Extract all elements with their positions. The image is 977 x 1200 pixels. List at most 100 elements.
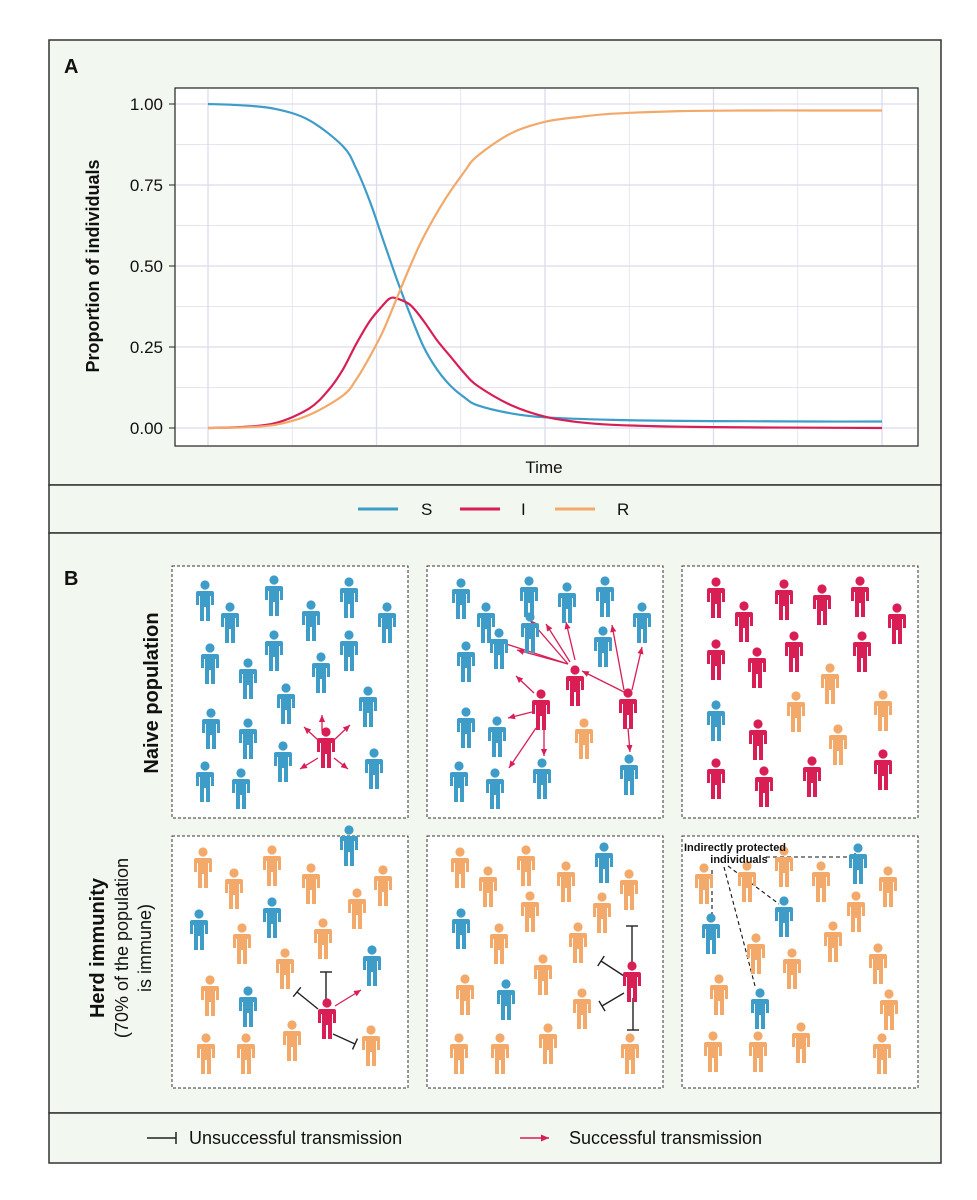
transmission-arrow: [610, 624, 625, 691]
legend-successful: Successful transmission: [520, 1128, 762, 1148]
blocked-transmission-bar: [351, 1038, 359, 1050]
person-icon-recovered: [812, 861, 830, 902]
person-icon-recovered: [276, 948, 294, 989]
person-icon-recovered: [621, 1033, 639, 1074]
y-tick-label: 0.00: [130, 419, 163, 438]
person-icon-susceptible: [452, 908, 470, 949]
person-icon-recovered: [490, 923, 508, 964]
y-tick-label: 0.25: [130, 338, 163, 357]
person-icon-infected: [853, 631, 871, 672]
person-icon-susceptible: [201, 643, 219, 684]
person-icon-recovered: [710, 974, 728, 1015]
person-icon-recovered: [749, 1031, 767, 1072]
person-icon-recovered: [747, 933, 765, 974]
person-icon-recovered: [704, 1031, 722, 1072]
person-icon-susceptible: [365, 748, 383, 789]
person-icon-recovered: [534, 954, 552, 995]
person-icon-infected: [775, 579, 793, 620]
row-label-naive: Naive population: [141, 612, 163, 773]
transmission-arrow: [564, 621, 576, 661]
person-icon-susceptible: [707, 700, 725, 741]
person-icon-susceptible: [488, 716, 506, 757]
blocked-transmission-bar: [597, 955, 605, 967]
person-icon-susceptible: [594, 626, 612, 667]
person-icon-recovered: [738, 861, 756, 902]
person-icon-recovered: [521, 891, 539, 932]
person-icon-susceptible: [274, 741, 292, 782]
person-icon-recovered: [824, 921, 842, 962]
person-icon-infected: [749, 719, 767, 760]
person-icon-infected: [735, 601, 753, 642]
blocked-transmission-bar: [292, 986, 302, 998]
person-icon-susceptible: [239, 986, 257, 1027]
person-icon-susceptible: [521, 612, 539, 653]
annotation-line1: Indirectly protected: [684, 842, 786, 854]
person-icon-susceptible: [265, 630, 283, 671]
person-icon-recovered: [451, 847, 469, 888]
person-icon-infected: [813, 584, 831, 625]
legend-item-i: I: [460, 500, 526, 519]
person-icon-recovered: [194, 847, 212, 888]
plot-area: [174, 87, 919, 447]
person-icon-susceptible: [378, 602, 396, 643]
person-icon-recovered: [620, 869, 638, 910]
legend-text-i: I: [521, 500, 526, 519]
transmission-arrow: [508, 727, 537, 769]
person-icon-recovered: [775, 846, 793, 887]
y-axis-label: Proportion of individuals: [83, 160, 103, 373]
legend-text-r: R: [617, 500, 629, 519]
person-icon-recovered: [783, 948, 801, 989]
person-icon-recovered: [821, 663, 839, 704]
person-icon-recovered: [880, 989, 898, 1030]
person-icon-susceptible: [452, 578, 470, 619]
person-icon-susceptible: [751, 988, 769, 1029]
person-icon-recovered: [302, 863, 320, 904]
person-icon-infected: [318, 998, 336, 1039]
person-icon-susceptible: [202, 708, 220, 749]
person-icon-susceptible: [633, 602, 651, 643]
person-icon-recovered: [362, 1025, 380, 1066]
person-icon-susceptible: [190, 909, 208, 950]
transmission-arrow: [626, 727, 633, 753]
transmission-arrow: [507, 711, 533, 720]
row-label-herd: Herd immunity (70% of the population is …: [87, 858, 155, 1038]
person-icon-recovered: [348, 888, 366, 929]
y-axis: 0.00 0.25 0.50 0.75 1.00: [130, 95, 175, 438]
person-icon-infected: [707, 577, 725, 618]
blocked-transmission: [601, 992, 625, 1007]
plot-series: [207, 102, 883, 430]
person-icon-susceptible: [490, 628, 508, 669]
person-icon-recovered: [201, 975, 219, 1016]
row-label-herd-sub2: is immune): [135, 904, 155, 992]
person-icon-susceptible: [302, 600, 320, 641]
panel-b-label: B: [64, 568, 78, 590]
person-icon-susceptible: [196, 580, 214, 621]
person-icon-infected: [623, 961, 641, 1002]
legend-item-r: R: [555, 500, 629, 519]
legend-unsuccessful: Unsuccessful transmission: [147, 1128, 402, 1148]
person-icon-susceptible: [340, 825, 358, 866]
person-icon-susceptible: [239, 658, 257, 699]
annotation-protected: Indirectly protected individuals: [684, 842, 786, 866]
person-icon-susceptible: [849, 843, 867, 884]
person-icon-infected: [532, 689, 550, 730]
person-icon-recovered: [517, 845, 535, 886]
person-icon-infected: [851, 576, 869, 617]
legend-successful-label: Successful transmission: [569, 1128, 762, 1148]
person-icon-recovered: [450, 1033, 468, 1074]
person-icon-infected: [785, 631, 803, 672]
person-icon-recovered: [787, 691, 805, 732]
person-icon-recovered: [539, 1023, 557, 1064]
person-icon-infected: [748, 647, 766, 688]
person-icon-susceptible: [363, 945, 381, 986]
person-icon-recovered: [695, 863, 713, 904]
person-icon-susceptible: [340, 630, 358, 671]
person-icon-infected: [707, 639, 725, 680]
person-icon-susceptible: [450, 761, 468, 802]
people-icons: [190, 575, 906, 1074]
series-line-i: [207, 296, 883, 430]
person-icon-recovered: [491, 1033, 509, 1074]
legend-unsuccessful-label: Unsuccessful transmission: [189, 1128, 402, 1148]
series-line-s: [207, 102, 883, 423]
